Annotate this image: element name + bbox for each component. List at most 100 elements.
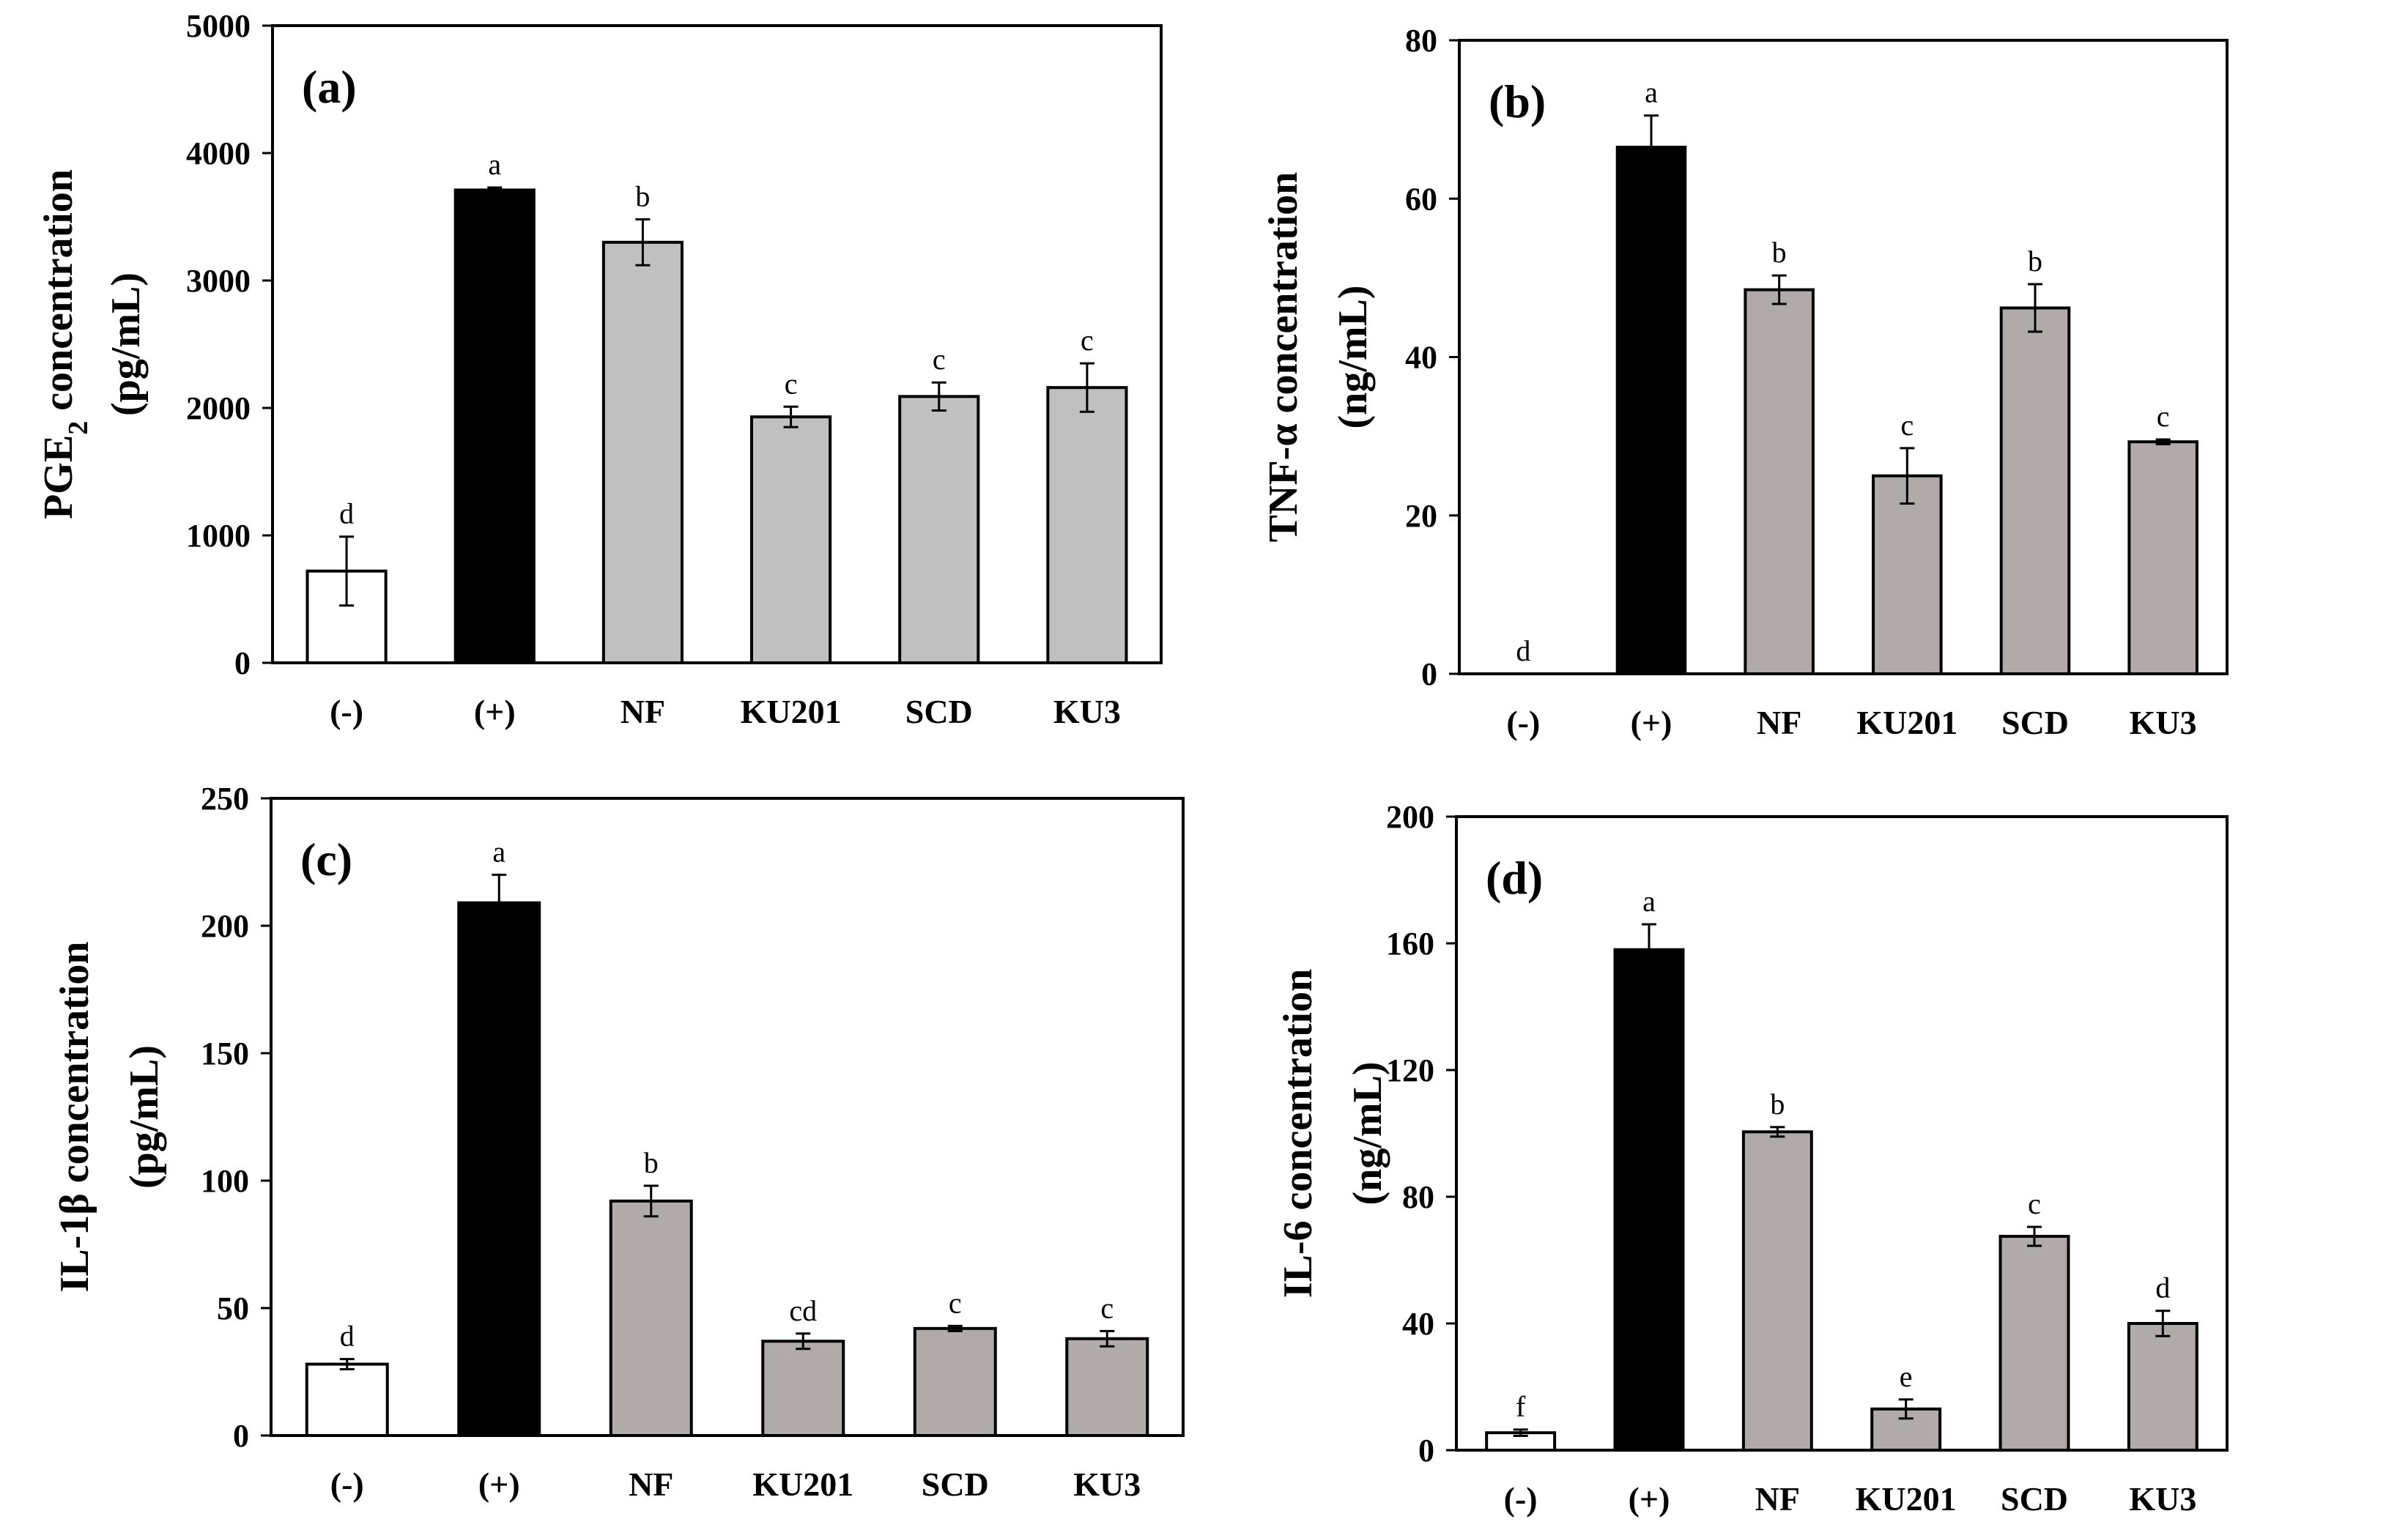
chart-panel-d: 0 40 80 120 160 200 f (-) a (+) b NF e KU201 c SCD d KU3 (… bbox=[1275, 799, 2229, 1518]
significance-letter: d bbox=[2155, 1271, 2170, 1304]
bar-KU3 bbox=[1065, 1337, 1149, 1438]
bar-KU3 bbox=[1046, 386, 1128, 664]
significance-letter: c bbox=[949, 1286, 962, 1319]
plot-frame bbox=[1458, 39, 2229, 675]
bar-KU201 bbox=[750, 415, 832, 664]
significance-letter: c bbox=[1900, 409, 1914, 442]
category-label: KU201 bbox=[741, 693, 842, 730]
y-axis-unit-label: (pg/mL) bbox=[103, 272, 149, 416]
category-label: NF bbox=[629, 1466, 673, 1503]
y-axis-label: IL-6 concentration bbox=[1275, 969, 1321, 1299]
y-axis-label-subscript: 2 bbox=[63, 421, 94, 435]
significance-letter: c bbox=[1100, 1291, 1114, 1324]
y-tick-label: 1000 bbox=[186, 518, 251, 554]
y-axis-label-rest: concentration bbox=[36, 169, 81, 421]
significance-letter: a bbox=[492, 835, 505, 868]
significance-letter: b bbox=[644, 1146, 659, 1179]
panel-label: (d) bbox=[1486, 852, 1543, 904]
y-axis-label-main: TNF-α concentration bbox=[1261, 172, 1306, 543]
bar-KU3 bbox=[2127, 1322, 2198, 1452]
bar-KU201 bbox=[761, 1340, 845, 1437]
y-tick-label: 0 bbox=[1418, 1433, 1434, 1468]
category-label: NF bbox=[1755, 1480, 1800, 1518]
bar-(+) bbox=[453, 188, 536, 664]
category-label: SCD bbox=[2001, 1480, 2068, 1518]
category-label: KU3 bbox=[2130, 704, 2197, 741]
bar-(-) bbox=[305, 1362, 389, 1438]
significance-letter: a bbox=[488, 148, 501, 181]
y-tick-label: 0 bbox=[1421, 656, 1437, 692]
y-tick-label: 150 bbox=[201, 1036, 249, 1072]
significance-letter: c bbox=[933, 343, 946, 376]
y-axis-unit-label: (ng/mL) bbox=[1330, 286, 1376, 429]
y-tick-label: 200 bbox=[201, 908, 249, 944]
y-axis-label: PGE2 concentration bbox=[36, 169, 94, 519]
category-label: (-) bbox=[1506, 704, 1540, 741]
y-tick-label: 5000 bbox=[186, 8, 251, 44]
y-tick-label: 4000 bbox=[186, 135, 251, 171]
category-label: KU3 bbox=[1053, 693, 1121, 730]
chart-panel-b: 0 20 40 60 80 d (-) a (+) b NF c KU201 b SCD c KU3 (b) TNF… bbox=[1261, 23, 2229, 741]
significance-letter: d bbox=[339, 497, 354, 530]
significance-letter: c bbox=[2157, 400, 2170, 433]
y-tick-label: 0 bbox=[234, 645, 251, 681]
y-tick-label: 120 bbox=[1386, 1052, 1434, 1088]
category-label: (+) bbox=[1629, 1480, 1670, 1518]
bar-(+) bbox=[1615, 145, 1687, 675]
panel-label: (c) bbox=[300, 833, 352, 885]
significance-letter: cd bbox=[789, 1294, 817, 1327]
y-axis-unit-label: (ng/mL) bbox=[1345, 1062, 1390, 1206]
bar-KU201 bbox=[1872, 474, 1943, 675]
significance-letter: e bbox=[1900, 1360, 1913, 1393]
plot-frame bbox=[271, 24, 1163, 664]
y-axis-label-main: PGE bbox=[36, 435, 81, 519]
significance-letter: c bbox=[785, 367, 798, 400]
y-tick-label: 20 bbox=[1405, 498, 1437, 534]
y-tick-label: 40 bbox=[1405, 340, 1437, 376]
category-label: KU201 bbox=[1856, 704, 1957, 741]
y-tick-label: 3000 bbox=[186, 263, 251, 299]
y-tick-label: 200 bbox=[1386, 799, 1434, 835]
y-axis-label-main: IL-6 concentration bbox=[1275, 969, 1321, 1299]
y-tick-label: 80 bbox=[1405, 23, 1437, 59]
significance-letter: b bbox=[1772, 236, 1787, 269]
plot-frame bbox=[1455, 815, 2229, 1452]
category-label: NF bbox=[620, 693, 665, 730]
bar-NF bbox=[609, 1199, 693, 1437]
y-axis-label: TNF-α concentration bbox=[1261, 172, 1306, 543]
category-label: SCD bbox=[905, 693, 973, 730]
significance-letter: c bbox=[2028, 1187, 2041, 1220]
bar-SCD bbox=[898, 395, 980, 665]
chart-panel-c: 0 50 100 150 200 250 d (-) a (+) b NF cd KU201 c SCD c KU… bbox=[52, 781, 1185, 1503]
y-tick-label: 160 bbox=[1386, 926, 1434, 962]
y-tick-label: 60 bbox=[1405, 181, 1437, 217]
y-axis-label: IL-1β concentration bbox=[52, 941, 97, 1292]
y-tick-label: 250 bbox=[201, 781, 249, 817]
y-tick-label: 2000 bbox=[186, 390, 251, 426]
bar-SCD bbox=[913, 1326, 997, 1437]
y-tick-label: 100 bbox=[201, 1163, 249, 1199]
significance-letter: b bbox=[635, 179, 650, 212]
significance-letter: d bbox=[1516, 634, 1530, 667]
significance-letter: b bbox=[1770, 1088, 1785, 1121]
category-label: (+) bbox=[478, 1466, 520, 1503]
bar-KU3 bbox=[2127, 440, 2198, 675]
y-tick-label: 50 bbox=[217, 1291, 249, 1326]
bar-NF bbox=[601, 240, 683, 664]
plot-frame bbox=[270, 797, 1185, 1437]
category-label: SCD bbox=[922, 1466, 989, 1503]
category-label: KU201 bbox=[1856, 1480, 1957, 1518]
bar-NF bbox=[1744, 288, 1815, 675]
significance-letter: b bbox=[2028, 245, 2042, 278]
y-axis-unit-label: (pg/mL) bbox=[122, 1045, 167, 1189]
significance-letter: f bbox=[1516, 1390, 1526, 1423]
y-tick-label: 40 bbox=[1402, 1306, 1434, 1342]
category-label: KU3 bbox=[2129, 1480, 2196, 1518]
category-label: NF bbox=[1757, 704, 1801, 741]
significance-letter: a bbox=[1642, 885, 1656, 918]
significance-letter: d bbox=[340, 1320, 355, 1353]
category-label: KU201 bbox=[752, 1466, 853, 1503]
bar-NF bbox=[1741, 1130, 1813, 1452]
panel-label: (a) bbox=[302, 61, 357, 113]
